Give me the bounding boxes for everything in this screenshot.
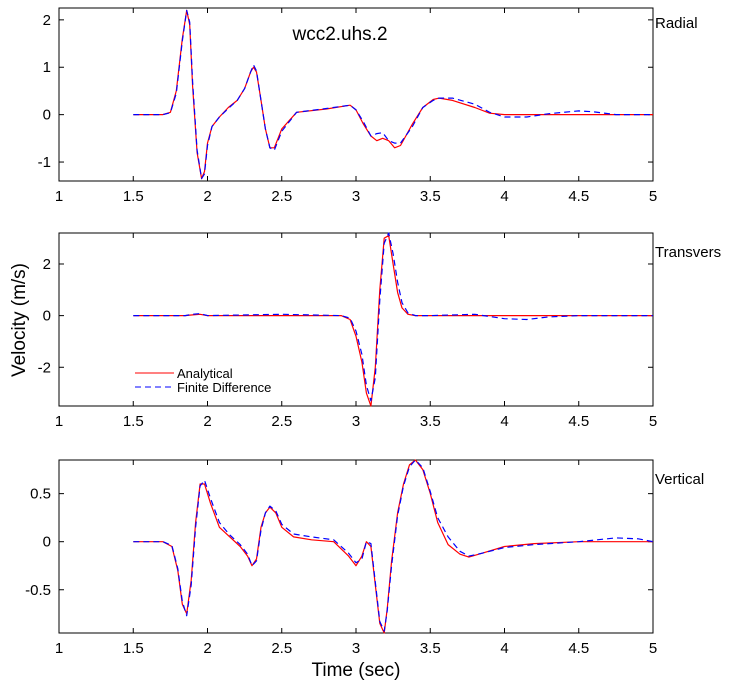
- radial-panel: 1 1.5 2 2.5 3 3.5 4 4.5 5 2 1 0 -1 wcc2.uhs.2 Radial: [38, 7, 698, 205]
- transverse-x-tick-label: 1: [55, 413, 63, 430]
- vertical-panel: 1 1.5 2 2.5 3 3.5 4 4.5 5 0.5 0 -0.5 Vertical: [25, 459, 704, 657]
- vertical-x-tick-label: 2: [203, 640, 211, 657]
- radial-chart-title: wcc2.uhs.2: [291, 24, 387, 45]
- radial-y-tick-label: -1: [38, 154, 51, 171]
- vertical-x-tick-label: 4: [500, 640, 508, 657]
- transverse-x-tick-label: 3.5: [420, 413, 441, 430]
- radial-component-label: Radial: [655, 15, 698, 32]
- vertical-finite-difference-line: [133, 459, 654, 632]
- legend: Analytical Finite Difference: [135, 366, 271, 395]
- radial-x-tick-label: 3: [352, 188, 360, 205]
- radial-x-tick-label: 2: [203, 188, 211, 205]
- transverse-x-tick-label: 2.5: [271, 413, 292, 430]
- radial-x-tick-label: 1: [55, 188, 63, 205]
- x-axis-label: Time (sec): [311, 660, 400, 681]
- transverse-series-group: [133, 232, 653, 407]
- radial-y-tick-label: 2: [43, 12, 51, 29]
- radial-y-tick-label: 0: [43, 107, 51, 124]
- transverse-x-tick-label: 3: [352, 413, 360, 430]
- vertical-x-tick-label: 4.5: [568, 640, 589, 657]
- legend-analytical-label: Analytical: [177, 366, 233, 381]
- transverse-y-tick-label: -2: [38, 359, 51, 376]
- vertical-series-group: [133, 459, 654, 634]
- vertical-x-tick-label: 1: [55, 640, 63, 657]
- transverse-x-tick-label: 4: [500, 413, 508, 430]
- vertical-x-tick-label: 1.5: [123, 640, 144, 657]
- transverse-x-tick-label: 4.5: [568, 413, 589, 430]
- vertical-component-label: Vertical: [655, 471, 704, 488]
- vertical-x-tick-label: 2.5: [271, 640, 292, 657]
- vertical-y-tick-label: 0.5: [30, 486, 51, 503]
- legend-finite-difference-label: Finite Difference: [177, 380, 271, 395]
- radial-series-group: [133, 9, 653, 180]
- transverse-y-tick-label: 2: [43, 256, 51, 273]
- radial-ticks: 1 1.5 2 2.5 3 3.5 4 4.5 5 2 1 0 -1: [38, 8, 657, 205]
- vertical-ticks: 1 1.5 2 2.5 3 3.5 4 4.5 5 0.5 0 -0.5: [25, 460, 657, 657]
- transverse-x-tick-label: 1.5: [123, 413, 144, 430]
- transverse-y-tick-label: 0: [43, 308, 51, 325]
- vertical-x-tick-label: 3.5: [420, 640, 441, 657]
- radial-x-tick-label: 4: [500, 188, 508, 205]
- vertical-y-tick-label: -0.5: [25, 582, 51, 599]
- transverse-panel: 1 1.5 2 2.5 3 3.5 4 4.5 5 2 0 -2 Transvers: [38, 232, 721, 430]
- radial-x-tick-label: 1.5: [123, 188, 144, 205]
- radial-x-tick-label: 4.5: [568, 188, 589, 205]
- transverse-x-tick-label: 5: [649, 413, 657, 430]
- transverse-x-tick-label: 2: [203, 413, 211, 430]
- vertical-y-tick-label: 0: [43, 534, 51, 551]
- radial-x-tick-label: 2.5: [271, 188, 292, 205]
- radial-y-tick-label: 1: [43, 59, 51, 76]
- vertical-x-tick-label: 5: [649, 640, 657, 657]
- radial-x-tick-label: 5: [649, 188, 657, 205]
- y-axis-label: Velocity (m/s): [9, 263, 30, 377]
- transverse-finite-difference-line: [133, 232, 653, 402]
- radial-finite-difference-line: [133, 9, 653, 180]
- vertical-x-tick-label: 3: [352, 640, 360, 657]
- radial-x-tick-label: 3.5: [420, 188, 441, 205]
- transverse-component-label: Transvers: [655, 244, 721, 261]
